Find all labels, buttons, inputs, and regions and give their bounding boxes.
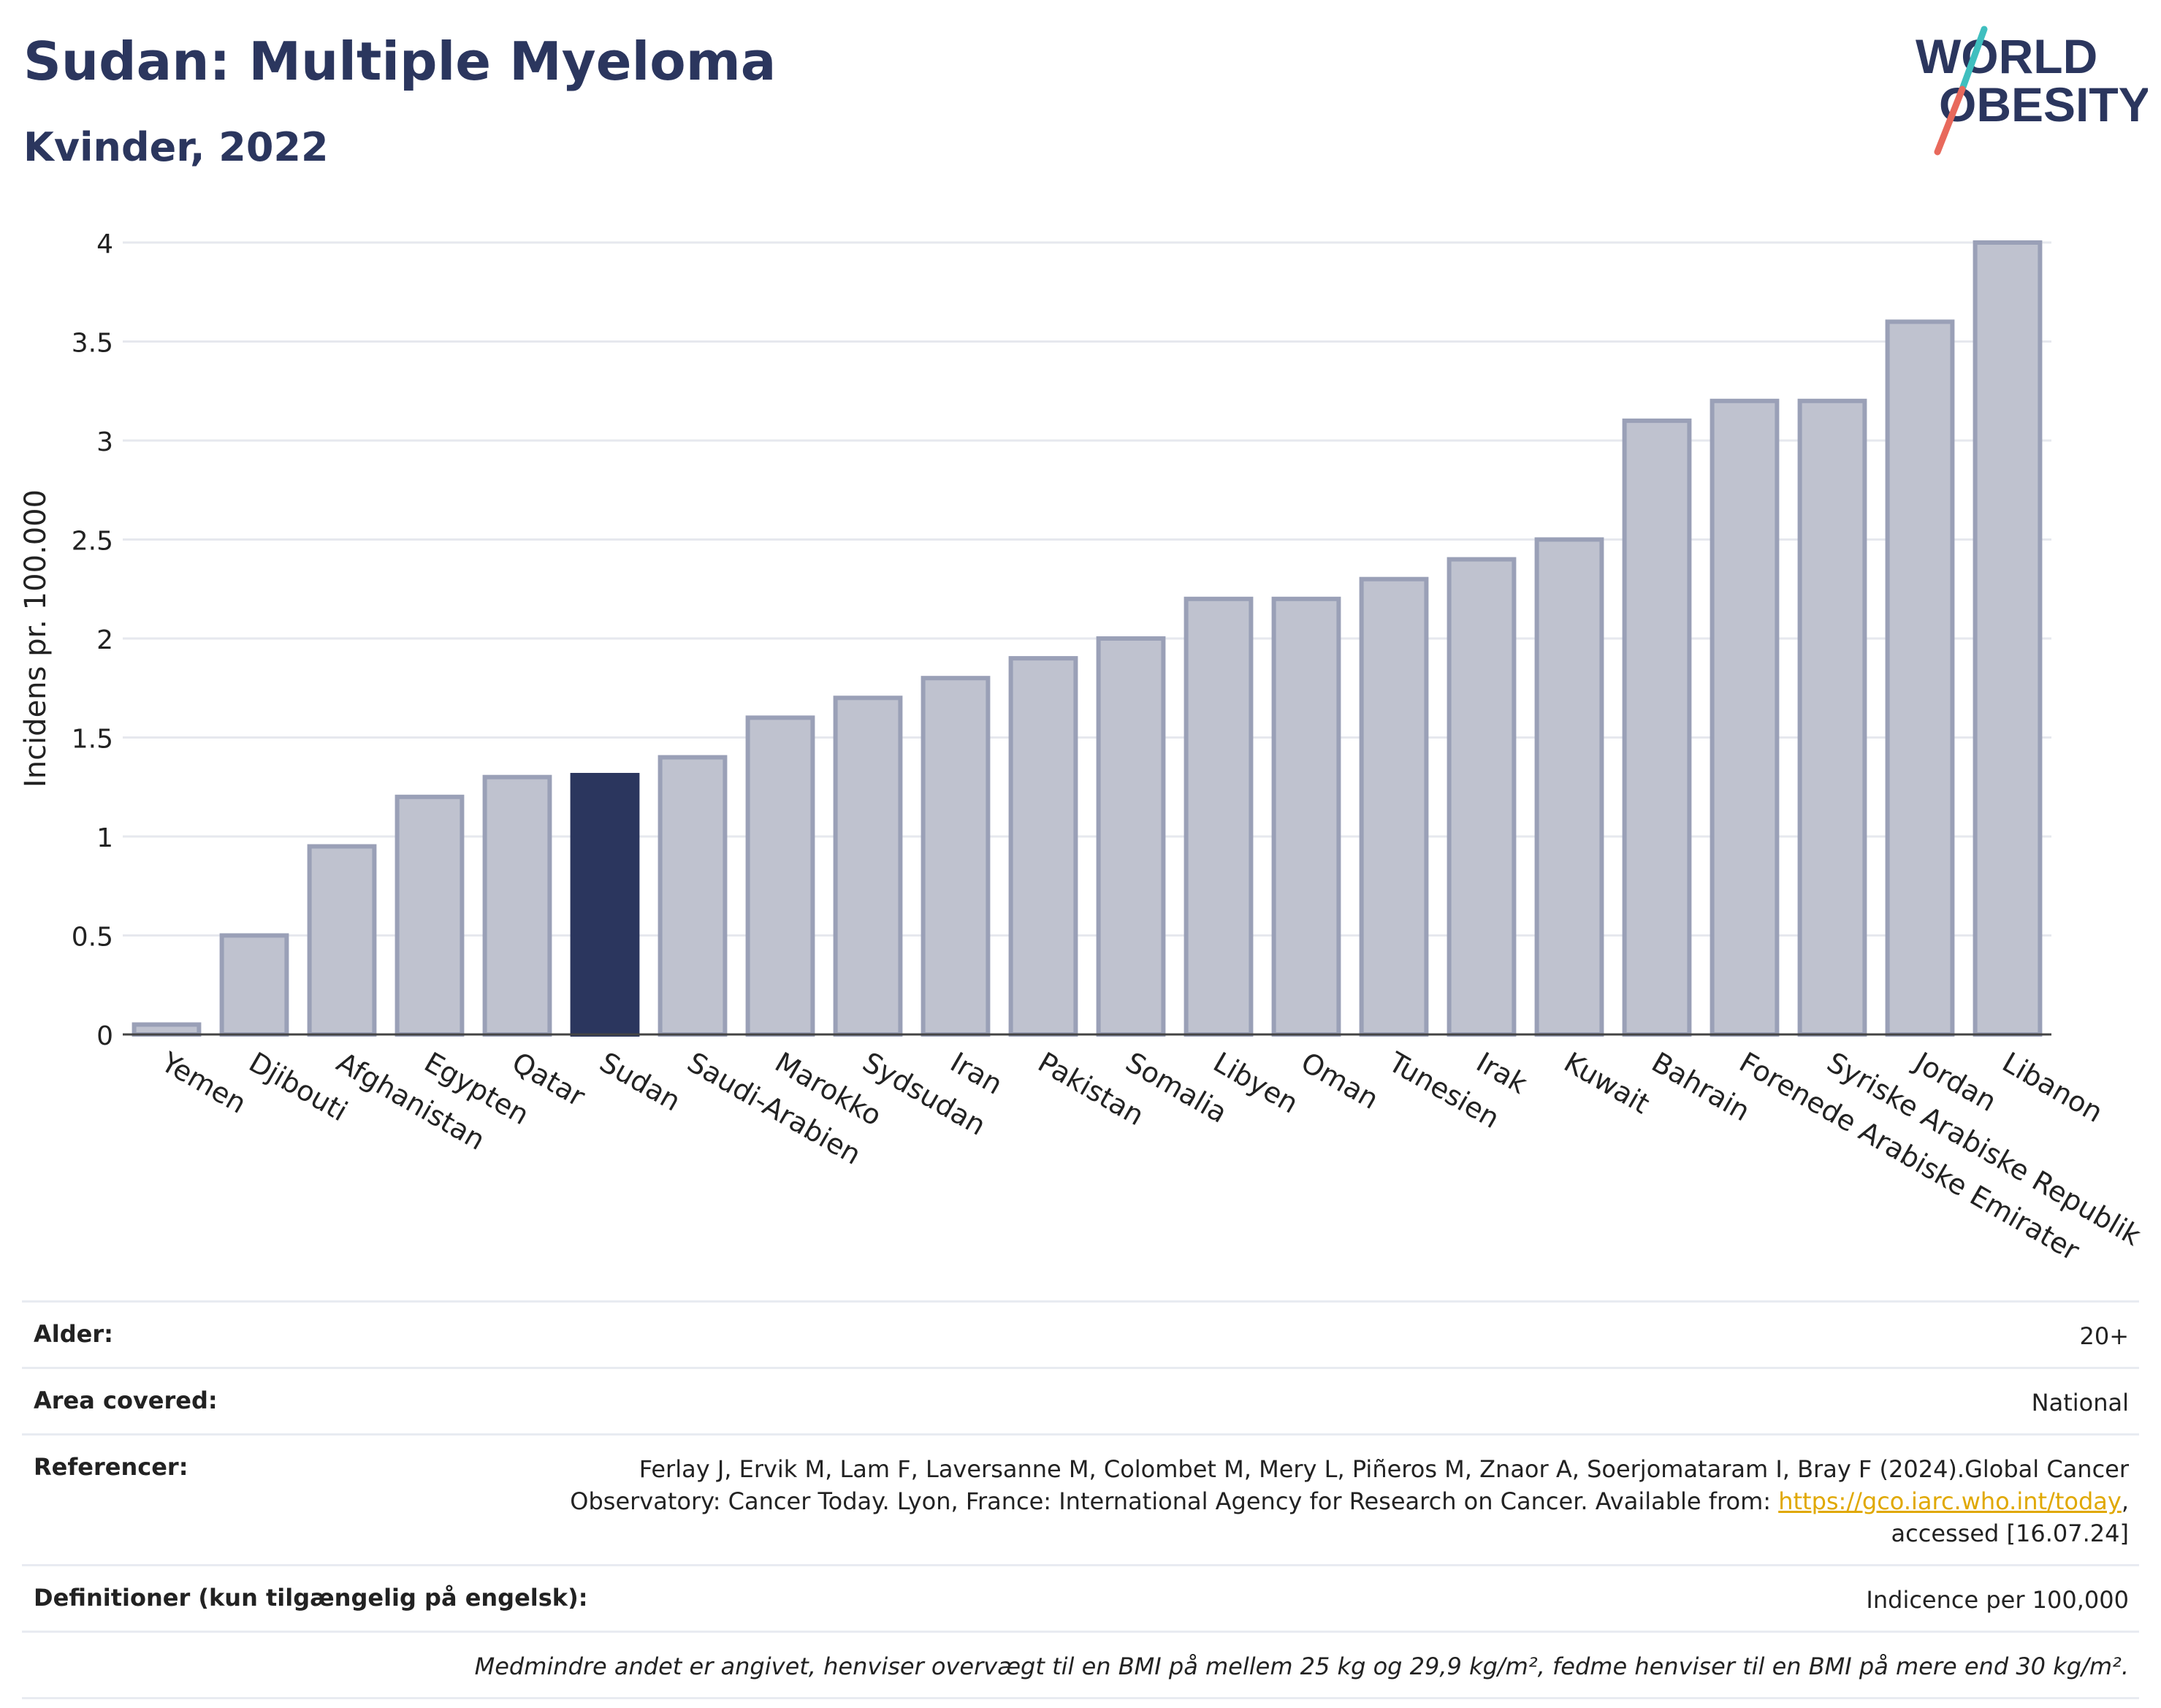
meta-row-area: Area covered: National	[22, 1367, 2139, 1433]
bar-iran[interactable]	[921, 676, 991, 1037]
y-tick-label: 0	[96, 1021, 113, 1051]
age-value: 20+	[2079, 1322, 2129, 1350]
reference-text-1: Ferlay J, Ervik M, Lam F, Laversanne M, …	[639, 1455, 2129, 1483]
y-tick-labels: 0 0.5 1 1.5 2 2.5 3 3.5 4	[72, 229, 113, 1051]
logo-slash-teal	[1959, 26, 1988, 93]
bar-irak[interactable]	[1447, 557, 1517, 1037]
bar-pakistan[interactable]	[1008, 656, 1078, 1037]
bar-sudan[interactable]	[570, 772, 640, 1037]
x-tick-label: Bahrain	[1647, 1046, 1756, 1128]
x-tick-label: Kuwait	[1559, 1046, 1655, 1121]
bar-oman[interactable]	[1271, 596, 1341, 1037]
y-tick-label: 4	[96, 229, 113, 259]
references-label: Referencer:	[34, 1453, 188, 1481]
bar-jordan[interactable]	[1885, 319, 1955, 1037]
bar-sydsudan[interactable]	[833, 695, 903, 1037]
area-value: National	[2031, 1389, 2129, 1417]
chart-subtitle: Kvinder, 2022	[23, 124, 329, 170]
bar-somalia[interactable]	[1096, 636, 1166, 1037]
bar-libanon[interactable]	[1973, 240, 2043, 1037]
footnote-text: Medmindre andet er angivet, henviser ove…	[474, 1652, 2129, 1680]
x-tick-label: Oman	[1296, 1046, 1384, 1116]
bar-egypten[interactable]	[395, 794, 465, 1037]
bar-djibouti[interactable]	[219, 933, 289, 1037]
area-label: Area covered:	[34, 1387, 218, 1414]
y-tick-label: 0.5	[72, 923, 113, 953]
metadata-table: Alder: 20+ Area covered: National Refere…	[22, 1300, 2139, 1699]
bar-marokko[interactable]	[745, 715, 815, 1037]
meta-row-footnote: Medmindre andet er angivet, henviser ove…	[22, 1631, 2139, 1699]
bar-chart: 0 0.5 1 1.5 2 2.5 3 3.5 4 YemenDjiboutiAfghanist…	[19, 229, 2146, 1267]
logo-text-world: WORLD	[1916, 29, 2097, 83]
definitions-label: Definitioner (kun tilgængelig på engelsk…	[34, 1584, 588, 1612]
x-tick-label: Yemen	[156, 1045, 252, 1120]
bar-forenede-arabiske-emirater[interactable]	[1710, 398, 1780, 1037]
meta-row-definitions: Definitioner (kun tilgængelig på engelsk…	[22, 1564, 2139, 1631]
references-value: Ferlay J, Ervik M, Lam F, Laversanne M, …	[570, 1453, 2129, 1549]
bar-kuwait[interactable]	[1534, 537, 1604, 1037]
x-tick-label: Djibouti	[244, 1046, 354, 1128]
age-label: Alder:	[34, 1320, 113, 1348]
logo-slash-red	[1934, 85, 1966, 156]
bar-tunesien[interactable]	[1359, 576, 1429, 1037]
reference-text-2: Observatory: Cancer Today. Lyon, France:…	[570, 1487, 1779, 1515]
bar-qatar[interactable]	[482, 774, 552, 1037]
world-obesity-logo: WORLD OBESITY	[1916, 26, 2148, 156]
definitions-value: Indicence per 100,000	[1866, 1586, 2129, 1614]
meta-row-age: Alder: 20+	[22, 1300, 2139, 1367]
bar-syriske-arabiske-republik[interactable]	[1797, 398, 1867, 1037]
y-tick-label: 2.5	[72, 527, 113, 557]
reference-text-4: accessed [16.07.24]	[1891, 1520, 2129, 1547]
meta-row-references: Referencer: Ferlay J, Ervik M, Lam F, La…	[22, 1433, 2139, 1564]
chart-title: Sudan: Multiple Myeloma	[23, 31, 777, 92]
reference-link[interactable]: https://gco.iarc.who.int/today	[1778, 1487, 2122, 1515]
y-tick-label: 3	[96, 427, 113, 457]
bar-yemen[interactable]	[132, 1022, 202, 1037]
bar-saudi-arabien[interactable]	[658, 755, 728, 1037]
bar-bahrain[interactable]	[1622, 418, 1692, 1037]
bar-afghanistan[interactable]	[307, 844, 377, 1037]
x-tick-label: Sudan	[595, 1046, 687, 1118]
y-tick-label: 2	[96, 625, 113, 655]
logo-text-obesity: OBESITY	[1939, 77, 2148, 131]
y-tick-label: 3.5	[72, 329, 113, 359]
bar-libyen[interactable]	[1184, 596, 1254, 1037]
reference-text-3: ,	[2121, 1487, 2129, 1515]
y-tick-label: 1	[96, 823, 113, 853]
y-tick-label: 1.5	[72, 725, 113, 755]
x-tick-label: Libanon	[1997, 1046, 2108, 1129]
y-axis-label: Incidens pr. 100.000	[19, 489, 53, 788]
bars	[132, 240, 2043, 1037]
